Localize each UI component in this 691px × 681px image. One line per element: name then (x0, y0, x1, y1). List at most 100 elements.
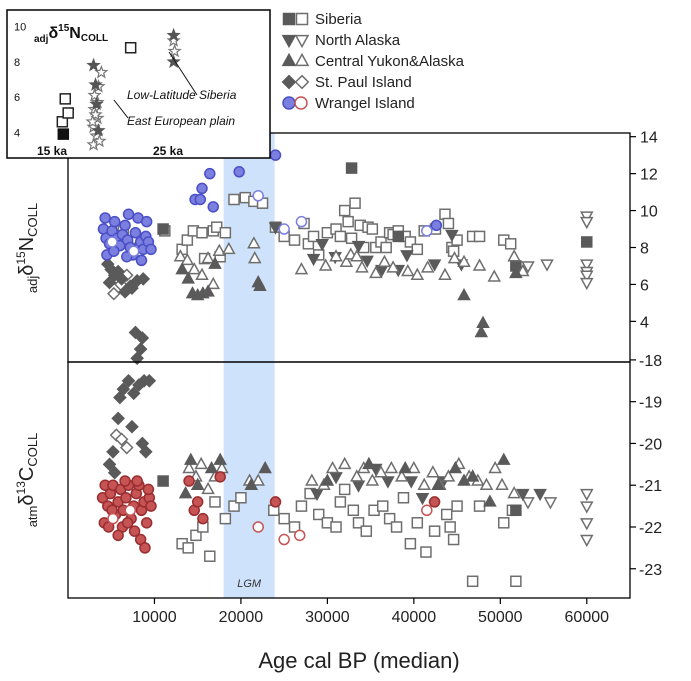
inset-xtick-label: 15 ka (37, 144, 67, 158)
inset-leader-siberia (168, 51, 198, 96)
bottom-point (384, 460, 399, 474)
top-point (212, 243, 227, 256)
top-point (196, 182, 208, 195)
top-point (122, 208, 135, 221)
top-point (233, 166, 245, 178)
top-point (392, 230, 405, 243)
bottom-point (178, 486, 193, 499)
top-point (99, 212, 111, 224)
top-point (420, 260, 435, 273)
top-point (157, 223, 169, 235)
xtick-label: 40000 (392, 609, 437, 626)
top-point (473, 230, 486, 243)
top-point (401, 263, 415, 277)
bottom-point (488, 460, 502, 474)
bottom-point (197, 512, 209, 525)
top-point (247, 251, 262, 264)
bottom-point (213, 452, 227, 465)
inset-point (88, 77, 103, 91)
legend-marker-open (294, 74, 310, 90)
bottom-point (507, 486, 521, 499)
bottom-point (209, 496, 221, 508)
top-point (581, 236, 593, 248)
inset-y-label: adjδ15NCOLL (34, 23, 108, 45)
top-point (400, 250, 414, 263)
top-point (487, 269, 502, 282)
inset-point (166, 54, 181, 69)
bottom-point (124, 504, 137, 517)
bottom-point (441, 469, 456, 482)
bottom-point (415, 493, 430, 506)
top-point (442, 217, 455, 230)
bottom-point (350, 469, 364, 482)
legend-marker-filled (282, 96, 296, 110)
bottom-point (121, 517, 134, 529)
bottom-point (510, 504, 522, 517)
top-point (516, 263, 530, 277)
bottom-point (420, 546, 432, 558)
top-point (318, 258, 333, 271)
top-point (136, 272, 151, 286)
top-point (278, 223, 290, 235)
top-point (339, 254, 354, 268)
inset-xtick-label: 25 ka (153, 144, 183, 158)
top-point (219, 226, 232, 239)
bottom-point (139, 444, 153, 459)
inset-point (85, 114, 100, 128)
bottom-point (428, 525, 441, 537)
bottom-point (252, 521, 264, 533)
inset-point (166, 27, 181, 42)
bottom-point (580, 488, 594, 502)
legend-marker-open (294, 34, 310, 49)
bottom-ytick-label: -22 (639, 520, 662, 537)
bottom-point (114, 432, 129, 447)
legend-label: St. Paul Island (315, 74, 412, 91)
bottom-point (329, 472, 343, 485)
legend-item: St. Paul Island (281, 74, 412, 91)
top-y-axis-label: adjδ15NCOLL (14, 203, 40, 293)
top-point (207, 201, 220, 213)
top-point (338, 204, 351, 217)
bottom-point (116, 382, 131, 396)
bottom-point (310, 488, 324, 502)
bottom-point (112, 529, 124, 542)
top-point (369, 265, 383, 279)
legend-item: Wrangel Island (282, 95, 415, 112)
bottom-point (244, 477, 259, 490)
inset-point (86, 57, 101, 72)
bottom-point (235, 492, 247, 504)
bottom-point (496, 452, 511, 465)
bottom-point (142, 483, 155, 496)
bottom-point (473, 500, 486, 512)
top-point (580, 270, 594, 283)
bottom-point (119, 440, 134, 455)
top-point (140, 215, 153, 228)
bottom-point (204, 460, 219, 474)
bottom-point (201, 481, 215, 495)
legend-marker-filled (282, 12, 296, 26)
bottom-point (428, 496, 441, 508)
top-point (457, 254, 471, 268)
bottom-point (444, 521, 456, 533)
inset-point (88, 107, 103, 121)
bottom-point (533, 488, 547, 502)
bottom-point (465, 469, 480, 482)
bottom-point (119, 475, 131, 487)
bottom-point (288, 521, 301, 533)
top-point (181, 271, 195, 284)
bottom-point (580, 518, 594, 531)
inset-point (92, 133, 107, 148)
bottom-point (228, 500, 240, 512)
top-point (102, 275, 117, 290)
top-point (580, 259, 594, 272)
bottom-point (191, 496, 204, 508)
bottom-point (278, 512, 290, 525)
bottom-point (338, 483, 351, 496)
bottom-point (417, 477, 431, 490)
top-point (252, 190, 264, 202)
lgm-label: LGM (237, 578, 262, 590)
top-ytick-label: 12 (640, 167, 658, 184)
bottom-point (312, 508, 325, 521)
top-point (540, 259, 554, 272)
inset-ylabel-subscript: COLL (81, 33, 108, 44)
